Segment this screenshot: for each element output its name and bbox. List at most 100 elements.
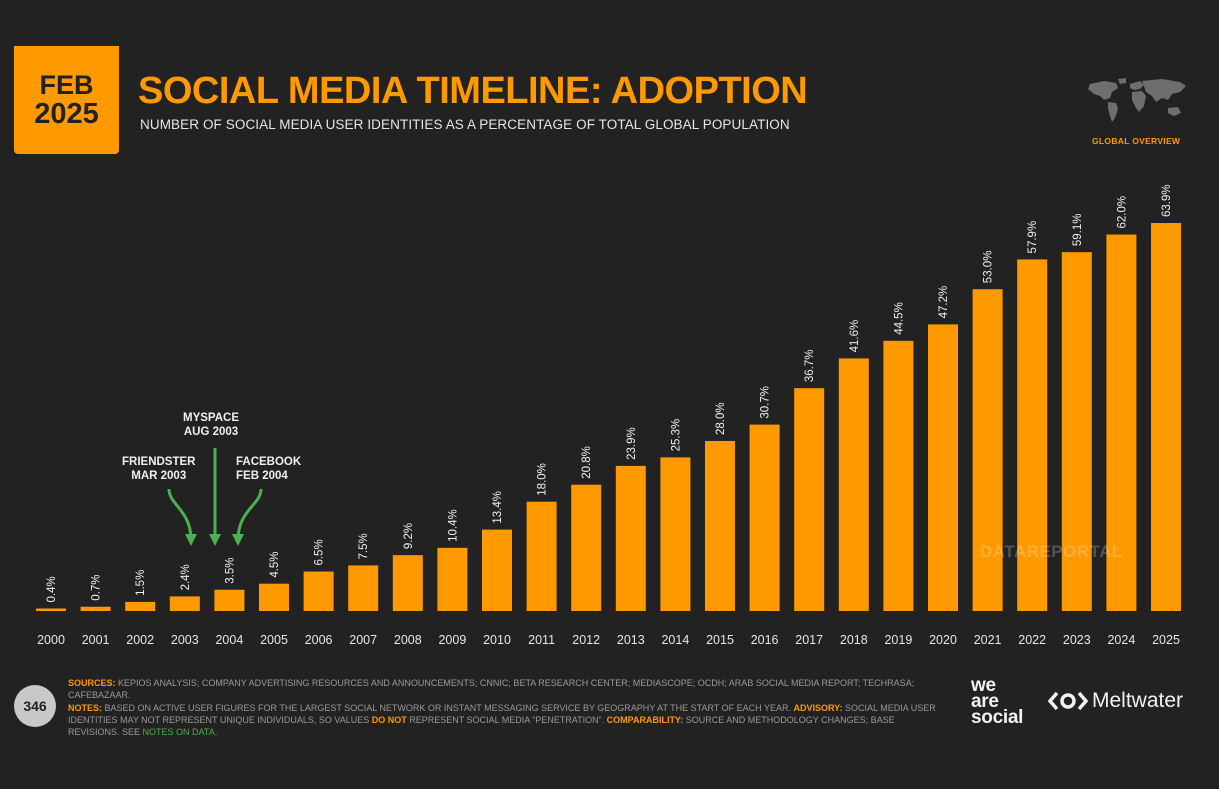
- data-label-2012: 20.8%: [581, 446, 593, 479]
- x-tick-2020: 2020: [929, 633, 957, 647]
- annotation-myspace: MYSPACE AUG 2003: [183, 411, 239, 439]
- annotation-arrow-friendster: [167, 488, 197, 546]
- data-label-2000: 0.4%: [46, 576, 58, 602]
- bar-2002: [125, 601, 156, 611]
- x-tick-2017: 2017: [795, 633, 823, 647]
- bar-2004: [214, 589, 245, 611]
- data-label-2001: 0.7%: [91, 575, 103, 601]
- data-label-2023: 59.1%: [1072, 214, 1084, 247]
- data-label-2009: 10.4%: [447, 509, 459, 542]
- date-badge: FEB 2025: [14, 46, 119, 154]
- meltwater-eye-icon: [1048, 691, 1088, 711]
- page-title: SOCIAL MEDIA TIMELINE: ADOPTION: [138, 70, 808, 112]
- x-tick-2018: 2018: [840, 633, 868, 647]
- bar-2001: [80, 606, 111, 611]
- data-label-2015: 28.0%: [715, 402, 727, 435]
- bar-2020: [928, 324, 958, 611]
- data-label-2005: 4.5%: [269, 551, 281, 577]
- annotation-friendster-line2: MAR 2003: [131, 470, 187, 482]
- x-tick-2005: 2005: [260, 633, 288, 647]
- data-label-2018: 41.6%: [849, 320, 861, 353]
- annotation-facebook-line1: FACEBOOK: [236, 456, 302, 468]
- bar-2017: [794, 388, 825, 611]
- data-label-2011: 18.0%: [537, 463, 549, 496]
- x-tick-2010: 2010: [483, 633, 511, 647]
- badge-month: FEB: [39, 69, 94, 100]
- annotation-arrow-facebook: [232, 488, 263, 546]
- we-are-social-logo: we are social: [971, 675, 1024, 728]
- data-label-2002: 1.5%: [135, 570, 147, 596]
- annotation-myspace-line2: AUG 2003: [183, 426, 239, 438]
- meltwater-wordmark: Meltwater: [1092, 689, 1184, 712]
- comparability-text: SOURCE AND METHODOLOGY CHANGES; BASE REV…: [68, 714, 895, 738]
- was-line2: are: [971, 691, 999, 712]
- bar-2025: [1151, 223, 1181, 611]
- data-label-2025: 63.9%: [1161, 184, 1173, 217]
- data-label-2008: 9.2%: [403, 523, 415, 549]
- advisory-label: ADVISORY:: [793, 702, 843, 713]
- badge-year: 2025: [34, 97, 99, 130]
- bar-2023: [1061, 252, 1092, 611]
- bar-2009: [437, 547, 468, 611]
- advisory-text-2: REPRESENT SOCIAL MEDIA “PENETRATION”.: [406, 714, 607, 725]
- world-map-icon: [1088, 78, 1186, 122]
- x-tick-2008: 2008: [394, 633, 422, 647]
- x-tick-2002: 2002: [126, 633, 154, 647]
- data-label-2022: 57.9%: [1027, 221, 1039, 254]
- x-tick-2004: 2004: [215, 633, 243, 647]
- data-label-2006: 6.5%: [314, 539, 326, 565]
- x-tick-2009: 2009: [438, 633, 466, 647]
- annotation-friendster-line1: FRIENDSTER: [122, 456, 196, 468]
- data-label-2013: 23.9%: [626, 427, 638, 460]
- bar-2016: [749, 424, 780, 611]
- comparability-label: COMPARABILITY:: [606, 714, 684, 725]
- footnotes: SOURCES: KEPIOS ANALYSIS; COMPANY ADVERT…: [68, 677, 948, 738]
- datareportal-watermark: DATAREPORTAL: [980, 542, 1123, 561]
- x-tick-2021: 2021: [974, 633, 1002, 647]
- x-tick-2007: 2007: [349, 633, 377, 647]
- x-tick-2013: 2013: [617, 633, 645, 647]
- notes-label: NOTES:: [68, 702, 103, 713]
- data-label-2016: 30.7%: [760, 386, 772, 419]
- annotation-myspace-line1: MYSPACE: [183, 412, 240, 424]
- x-tick-2022: 2022: [1018, 633, 1046, 647]
- bar-2010: [482, 529, 512, 611]
- bar-2012: [571, 484, 602, 611]
- x-tick-2000: 2000: [37, 633, 65, 647]
- data-label-2007: 7.5%: [358, 533, 370, 559]
- notes-text: BASED ON ACTIVE USER FIGURES FOR THE LAR…: [102, 702, 794, 713]
- notes-link-end: .: [214, 727, 218, 738]
- bar-2021: [972, 289, 1003, 611]
- x-tick-2024: 2024: [1107, 633, 1135, 647]
- data-label-2004: 3.5%: [224, 558, 236, 584]
- bar-2022: [1017, 259, 1048, 611]
- x-tick-2006: 2006: [305, 633, 333, 647]
- annotation-facebook: FACEBOOK FEB 2004: [236, 455, 301, 483]
- notes-on-data-link[interactable]: NOTES ON DATA: [142, 727, 215, 738]
- page-number: 346: [14, 685, 56, 727]
- x-tick-2003: 2003: [171, 633, 199, 647]
- data-label-2020: 47.2%: [938, 286, 950, 319]
- data-label-2019: 44.5%: [893, 302, 905, 335]
- x-tick-2012: 2012: [572, 633, 600, 647]
- meltwater-logo: Meltwater: [1048, 689, 1183, 713]
- bar-2007: [348, 565, 379, 611]
- bar-2013: [615, 465, 646, 611]
- bar-2018: [838, 358, 869, 611]
- was-line3: social: [971, 707, 1024, 728]
- sources-label: SOURCES:: [68, 678, 116, 688]
- bar-2019: [883, 340, 914, 611]
- was-line1: we: [971, 675, 996, 696]
- data-label-2021: 53.0%: [983, 251, 995, 284]
- x-tick-2016: 2016: [751, 633, 779, 647]
- x-tick-2025: 2025: [1152, 633, 1180, 647]
- annotation-friendster: FRIENDSTER MAR 2003: [122, 455, 195, 483]
- x-tick-2011: 2011: [528, 633, 555, 647]
- bar-2014: [660, 457, 691, 611]
- bar-2015: [705, 440, 735, 611]
- data-label-2017: 36.7%: [804, 350, 816, 383]
- bar-2008: [392, 555, 423, 611]
- x-tick-2015: 2015: [706, 633, 734, 647]
- bar-2011: [526, 501, 557, 611]
- annotation-facebook-line2: FEB 2004: [236, 470, 288, 482]
